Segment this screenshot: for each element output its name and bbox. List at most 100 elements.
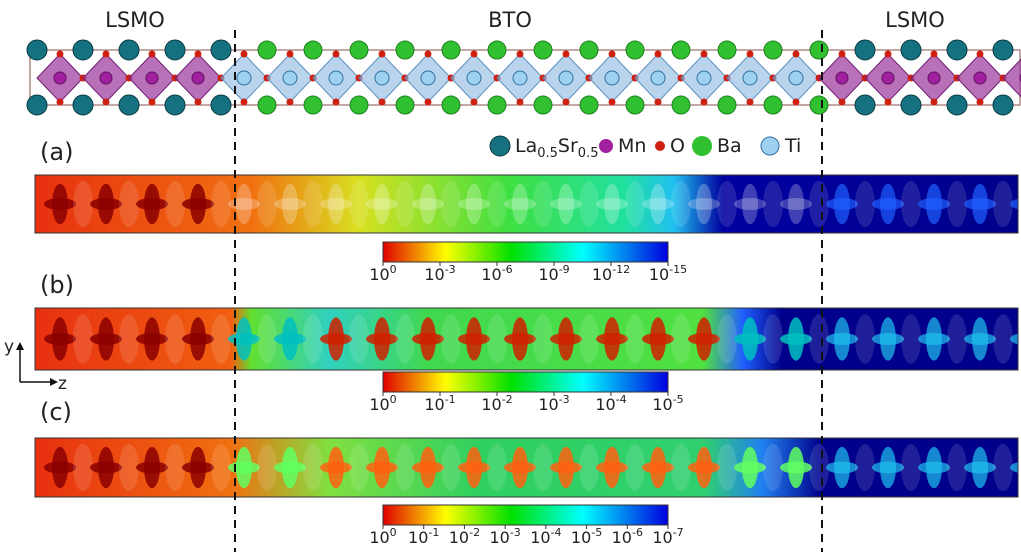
tick-base: 10 (408, 528, 428, 547)
density-lobe (44, 198, 76, 210)
oxygen (332, 98, 340, 106)
density-lobe (90, 333, 122, 345)
a-site (164, 94, 186, 116)
oxygen (608, 98, 616, 106)
map-frame (34, 437, 1019, 498)
b-site (236, 70, 252, 86)
density-lobe (964, 198, 996, 210)
density-halo (671, 180, 691, 228)
density-lobe (780, 333, 812, 345)
density-map (35, 175, 1018, 233)
density-lobe (964, 461, 996, 474)
density-halo (73, 314, 93, 364)
density-halo (211, 314, 231, 364)
density-lobe (90, 198, 122, 210)
density-halo (349, 180, 369, 228)
density-lobe (420, 183, 436, 225)
density-halo (717, 180, 737, 228)
tick-base: 10 (538, 395, 558, 414)
density-lobe (650, 183, 666, 225)
b-site (420, 70, 436, 86)
density-halo (855, 443, 875, 492)
density-lobe (734, 198, 766, 210)
density-lobe (872, 461, 904, 474)
density-halo (165, 443, 185, 492)
density-halo (257, 443, 277, 492)
density-lobe (688, 333, 720, 345)
oxygen (608, 50, 616, 58)
legend-label: Mn (618, 135, 646, 157)
a-site (164, 39, 186, 61)
colorbar (382, 504, 669, 526)
density-halo (119, 314, 139, 364)
b-site (881, 71, 895, 85)
legend-label: La0.5Sr0.5 (515, 135, 598, 161)
tick-exponent: -3 (445, 263, 456, 276)
oxygen (240, 98, 248, 106)
axis-label: z (58, 374, 67, 394)
density-halo (763, 180, 783, 228)
a-site (26, 39, 48, 61)
density-lobe (788, 183, 804, 225)
b-site (282, 70, 298, 86)
tick-base: 10 (489, 528, 509, 547)
density-halo (211, 180, 231, 228)
density-lobe (374, 183, 390, 225)
tick-base: 10 (652, 395, 672, 414)
density-lobe (44, 333, 76, 345)
tick-exponent: -2 (502, 393, 513, 406)
b-site (145, 71, 159, 85)
density-map (35, 438, 1018, 497)
a-site (946, 39, 968, 61)
colorbar-tick-label: 10-5 (652, 393, 683, 414)
density-halo (303, 180, 323, 228)
oxygen (700, 50, 708, 58)
density-lobe (1010, 198, 1018, 210)
density-maps (34, 174, 1019, 498)
density-halo (303, 443, 323, 492)
tick-exponent: -1 (445, 393, 456, 406)
density-halo (165, 314, 185, 364)
tick-base: 10 (530, 528, 550, 547)
density-halo (625, 180, 645, 228)
a-site (118, 94, 140, 116)
tick-base: 10 (369, 265, 389, 284)
tick-exponent: 0 (390, 526, 397, 539)
panel-label: (a) (40, 138, 73, 166)
density-halo (901, 443, 921, 492)
tick-base: 10 (424, 265, 444, 284)
b-site (788, 70, 804, 86)
panel-label: (b) (40, 271, 74, 299)
legend-label: O (670, 135, 685, 157)
density-halo (763, 443, 783, 492)
legend-label: Ti (784, 135, 801, 157)
tick-exponent: -4 (551, 526, 562, 539)
axes-indicator: y z (4, 337, 67, 394)
density-lobe (228, 461, 260, 474)
b-site (191, 71, 205, 85)
oxygen (102, 98, 110, 106)
tick-base: 10 (652, 528, 672, 547)
b-site (742, 70, 758, 86)
colorbar-tick-label: 10-2 (481, 393, 512, 414)
density-lobe (550, 461, 582, 474)
density-halo (993, 314, 1013, 364)
density-lobe (466, 183, 482, 225)
density-lobe (742, 183, 758, 225)
a-site (210, 39, 232, 61)
oxygen (102, 50, 110, 58)
density-lobe (642, 461, 674, 474)
density-halo (487, 180, 507, 228)
density-lobe (688, 198, 720, 210)
density-halo (947, 443, 967, 492)
octahedron (1002, 58, 1021, 98)
density-lobe (90, 461, 122, 474)
a-site (303, 95, 323, 115)
density-lobe (550, 333, 582, 345)
oxygen (332, 50, 340, 58)
oxygen (424, 98, 432, 106)
density-halo (441, 443, 461, 492)
oxygen (424, 50, 432, 58)
a-site (72, 94, 94, 116)
a-site (395, 95, 415, 115)
